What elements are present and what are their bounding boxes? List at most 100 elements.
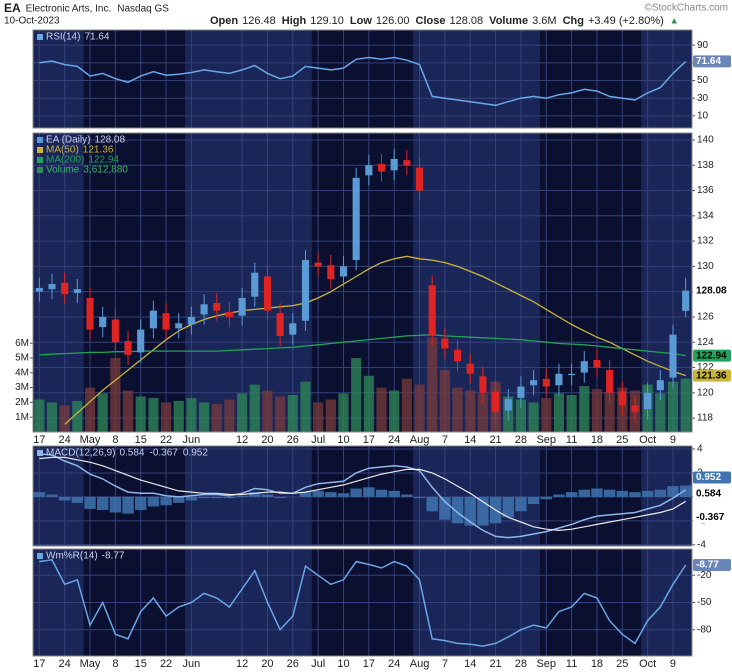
credit: ©StockCharts.com — [644, 3, 728, 14]
histogram-bar — [375, 489, 388, 497]
volume-bar — [122, 390, 134, 432]
histogram-bar — [641, 490, 654, 497]
volume-bar — [389, 390, 400, 432]
volume-bar — [59, 405, 70, 432]
candle-body — [137, 329, 145, 353]
x-tick-label: 17 — [33, 434, 45, 446]
volume-bar — [224, 399, 235, 432]
volume-bar — [363, 375, 374, 432]
x-tick-label: 20 — [261, 434, 273, 446]
volume-bar — [34, 399, 45, 432]
histogram-bar — [363, 487, 375, 497]
candle-body — [415, 167, 424, 191]
histogram-bar — [135, 496, 147, 511]
candle-body — [542, 378, 550, 387]
y-tick-label: 126 — [697, 312, 714, 323]
candle-body — [124, 340, 132, 355]
legend-swatch — [37, 553, 43, 559]
x-tick-label: Jun — [183, 434, 201, 446]
legend-value: -8.77 — [102, 551, 125, 562]
histogram-bar — [236, 495, 248, 497]
candle-body — [327, 265, 335, 280]
x-tick-label: 24 — [59, 658, 71, 670]
histogram-bar — [84, 496, 96, 509]
x-tick-label: 24 — [388, 434, 400, 446]
x-tick-label: 17 — [363, 434, 375, 446]
candle-body — [86, 297, 94, 330]
y-tick-label: 134 — [697, 210, 714, 221]
histogram-bar — [426, 496, 438, 512]
candle-body — [682, 290, 690, 311]
volume-bar — [237, 393, 248, 432]
x-tick-label: 15 — [135, 658, 147, 670]
histogram-bar — [46, 494, 58, 497]
candle-body — [200, 304, 208, 315]
x-tick-label: 24 — [388, 658, 400, 670]
x-tick-label: Sep — [536, 434, 556, 446]
legend-swatch — [37, 450, 43, 456]
candle-body — [555, 373, 563, 386]
x-tick-label: 15 — [135, 434, 147, 446]
x-tick-label: Sep — [536, 658, 556, 670]
quote-value: 129.10 — [310, 15, 344, 27]
candle-body — [403, 160, 411, 166]
month-shade — [185, 133, 312, 432]
volume-bar — [275, 396, 286, 432]
candle-body — [492, 391, 500, 412]
histogram-bar — [274, 496, 286, 499]
histogram-bar — [679, 485, 692, 497]
y-tick-label: -50 — [697, 597, 712, 608]
volume-bar — [427, 337, 438, 432]
x-tick-label: 22 — [160, 658, 172, 670]
candle-body — [48, 284, 56, 290]
quote-value: 3.6M — [532, 15, 556, 27]
volume-bar — [173, 400, 184, 432]
x-tick-label: 25 — [616, 658, 628, 670]
quote-label: Close — [416, 15, 446, 27]
legend-name: MACD(12,26,9) — [46, 448, 115, 459]
volume-bar — [135, 396, 146, 432]
plot-background — [33, 30, 692, 128]
candle-body — [530, 380, 538, 386]
candle-body — [504, 399, 512, 411]
ma-badge-bg — [693, 349, 731, 362]
x-tick-label: 9 — [670, 658, 676, 670]
macd-line — [39, 453, 687, 539]
y2-tick-label: 5M — [15, 353, 29, 364]
candle-body — [238, 297, 246, 316]
candle-body — [580, 361, 588, 373]
volume-bar — [655, 393, 666, 432]
histogram-bar — [591, 488, 603, 497]
histogram-badge: 0.952 — [696, 472, 721, 483]
y-tick-label: 140 — [697, 135, 714, 146]
legend-name: Wm%R(14) — [46, 551, 98, 562]
histogram-bar — [122, 496, 134, 514]
month-shade — [413, 30, 540, 128]
legend-value: 122.94 — [88, 155, 119, 166]
candle-body — [111, 319, 119, 343]
quote-label: Low — [350, 15, 372, 27]
x-tick-label: 17 — [33, 658, 45, 670]
indicator-line — [39, 558, 687, 647]
volume-bar — [313, 402, 324, 432]
macd-badge: 0.584 — [696, 489, 721, 500]
candle-body — [187, 316, 195, 325]
volume-bar — [249, 384, 260, 432]
month-shade — [641, 30, 692, 128]
candle-body — [644, 392, 652, 410]
histogram-bar — [261, 494, 274, 497]
y2-tick-label: 1M — [15, 412, 29, 423]
y2-tick-label: 4M — [15, 367, 29, 378]
y-tick-label: 138 — [697, 160, 714, 171]
quote-value: 128.08 — [450, 15, 484, 27]
histogram-bar — [350, 488, 362, 497]
price-badge: 128.08 — [696, 285, 727, 296]
volume-bar — [160, 402, 172, 432]
legend-swatch — [37, 147, 43, 153]
ma-badge: 121.36 — [696, 370, 727, 381]
ma-badge-bg — [693, 369, 731, 382]
histogram-bar — [527, 496, 540, 505]
x-tick-label: 12 — [236, 658, 248, 670]
last-value-badge-bg — [693, 559, 731, 572]
